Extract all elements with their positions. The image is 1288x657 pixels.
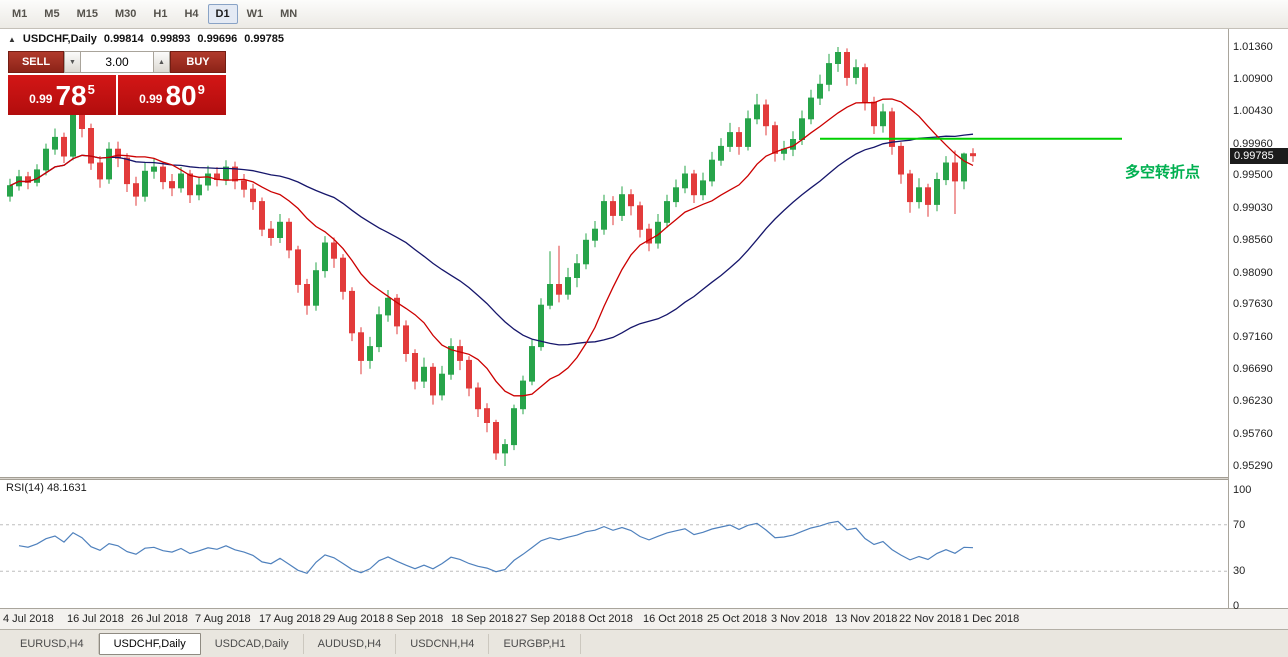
timeframe-button-d1[interactable]: D1 [207, 4, 238, 24]
timeframe-button-h4[interactable]: H4 [184, 8, 199, 20]
rsi-indicator-label: RSI(14) 48.1631 [6, 482, 87, 494]
timeframe-button-m5[interactable]: M5 [44, 8, 60, 20]
chart-tab-eurusd-h4[interactable]: EURUSD,H4 [6, 633, 99, 654]
chart-tab-usdchf-daily[interactable]: USDCHF,Daily [98, 632, 201, 655]
chart-title: ▲ USDCHF,Daily 0.99814 0.99893 0.99696 0… [8, 33, 284, 45]
volume-down-button[interactable]: ▼ [64, 51, 81, 73]
candlestick-chart[interactable] [0, 29, 1228, 477]
buy-price-panel[interactable]: 0.99 80 9 [118, 75, 226, 115]
chart-tab-audusd-h4[interactable]: AUDUSD,H4 [304, 633, 397, 654]
date-axis-label: 7 Aug 2018 [195, 613, 251, 625]
chart-tab-eurgbp-h1[interactable]: EURGBP,H1 [489, 633, 581, 654]
sell-price-prefix: 0.99 [29, 92, 53, 106]
date-axis-label: 1 Dec 2018 [963, 613, 1020, 625]
price-axis-label: 0.98090 [1233, 266, 1273, 279]
volume-up-button[interactable]: ▲ [153, 51, 170, 73]
ohlc-low-value: 0.99696 [197, 33, 238, 45]
price-axis-label: 1.00900 [1233, 72, 1273, 85]
rsi-axis-label: 100 [1233, 484, 1252, 496]
price-axis-label: 1.01360 [1233, 41, 1273, 53]
price-axis-label: 0.99500 [1233, 169, 1273, 182]
date-axis-label: 29 Aug 2018 [323, 613, 385, 625]
buy-button[interactable]: BUY [170, 51, 226, 73]
date-axis-label: 13 Nov 2018 [835, 613, 898, 625]
rsi-axis-label: 70 [1233, 518, 1246, 531]
timeframe-bar: M1 M5 M15 M30 H1 H4 D1 W1 MN [4, 4, 305, 24]
date-axis-label: 25 Oct 2018 [707, 613, 767, 625]
price-axis-label: 0.99960 [1233, 137, 1273, 150]
chart-symbol-label: USDCHF,Daily [22, 33, 97, 45]
sell-price-panel[interactable]: 0.99 78 5 [8, 75, 116, 115]
buy-price-pipette: 9 [197, 82, 205, 97]
bottom-tab-bar: EURUSD,H4 USDCHF,Daily USDCAD,Daily AUDUSD,… [0, 629, 1288, 657]
price-axis-label: 0.96230 [1233, 395, 1273, 408]
price-axis-label: 0.99030 [1233, 201, 1273, 214]
rsi-axis-label: 0 [1233, 600, 1240, 612]
timeframe-button-m15[interactable]: M15 [76, 8, 98, 20]
ohlc-high-value: 0.99893 [150, 33, 191, 45]
timeframe-button-m1[interactable]: M1 [12, 8, 28, 20]
price-scale[interactable]: 0.99785 1.01360 1.00900 1.00430 0.99960 0.99… [1228, 29, 1288, 612]
timeframe-button-w1[interactable]: W1 [246, 8, 264, 20]
main-chart-pane[interactable]: ▲ USDCHF,Daily 0.99814 0.99893 0.99696 0… [0, 29, 1228, 477]
sell-button[interactable]: SELL [8, 51, 64, 73]
current-price-badge: 0.99785 [1230, 147, 1288, 164]
date-axis-label: 17 Aug 2018 [259, 613, 321, 625]
chart-tab-usdcnh-h4[interactable]: USDCNH,H4 [396, 633, 490, 654]
chart-tab-usdcad-daily[interactable]: USDCAD,Daily [201, 633, 304, 654]
date-axis-label: 16 Oct 2018 [643, 613, 703, 625]
date-axis-label: 3 Nov 2018 [771, 613, 828, 625]
price-axis-label: 0.95760 [1233, 427, 1273, 440]
price-axis-label: 1.00430 [1233, 105, 1273, 118]
date-axis-label: 26 Jul 2018 [131, 613, 188, 625]
price-axis-label: 0.97160 [1233, 330, 1273, 343]
volume-input[interactable] [81, 51, 153, 73]
date-axis-label: 8 Sep 2018 [387, 613, 444, 625]
chart-annotation-text: 多空转折点 [1125, 164, 1201, 181]
price-axis-label: 0.98560 [1233, 234, 1273, 247]
timeframe-button-m30[interactable]: M30 [114, 8, 137, 20]
chart-window: ▲ USDCHF,Daily 0.99814 0.99893 0.99696 0… [0, 29, 1288, 630]
buy-price-big: 80 [165, 80, 197, 111]
ohlc-open-value: 0.99814 [103, 33, 144, 45]
date-axis-label: 16 Jul 2018 [67, 613, 124, 625]
sell-price-pipette: 5 [87, 82, 95, 97]
date-axis-label: 22 Nov 2018 [899, 613, 962, 625]
ohlc-close-value: 0.99785 [244, 33, 284, 45]
date-axis-label: 8 Oct 2018 [579, 613, 633, 625]
timeframe-button-mn[interactable]: MN [280, 8, 298, 20]
pane-splitter[interactable] [0, 477, 1288, 480]
date-axis-label: 18 Sep 2018 [451, 613, 514, 625]
price-axis-label: 0.95290 [1233, 460, 1273, 472]
rsi-pane[interactable]: RSI(14) 48.1631 [0, 480, 1228, 608]
buy-price-prefix: 0.99 [139, 92, 163, 106]
date-axis-label: 27 Sep 2018 [515, 613, 578, 625]
time-axis[interactable]: 4 Jul 2018 16 Jul 2018 26 Jul 2018 7 Aug 20… [0, 608, 1288, 630]
date-axis-label: 4 Jul 2018 [3, 613, 54, 625]
sell-price-big: 78 [55, 80, 87, 111]
collapse-arrow-icon[interactable]: ▲ [8, 34, 16, 44]
price-axis-label: 0.96690 [1233, 363, 1273, 376]
timeframe-button-h1[interactable]: H1 [153, 8, 168, 20]
timeframe-toolbar: M1 M5 M15 M30 H1 H4 D1 W1 MN [0, 0, 1288, 29]
one-click-trading-widget: SELL ▼ ▲ BUY 0.99 78 5 0.99 80 9 [8, 51, 226, 115]
price-axis-label: 0.97630 [1233, 298, 1273, 311]
rsi-axis-label: 30 [1233, 565, 1246, 578]
rsi-chart[interactable] [0, 480, 1228, 608]
